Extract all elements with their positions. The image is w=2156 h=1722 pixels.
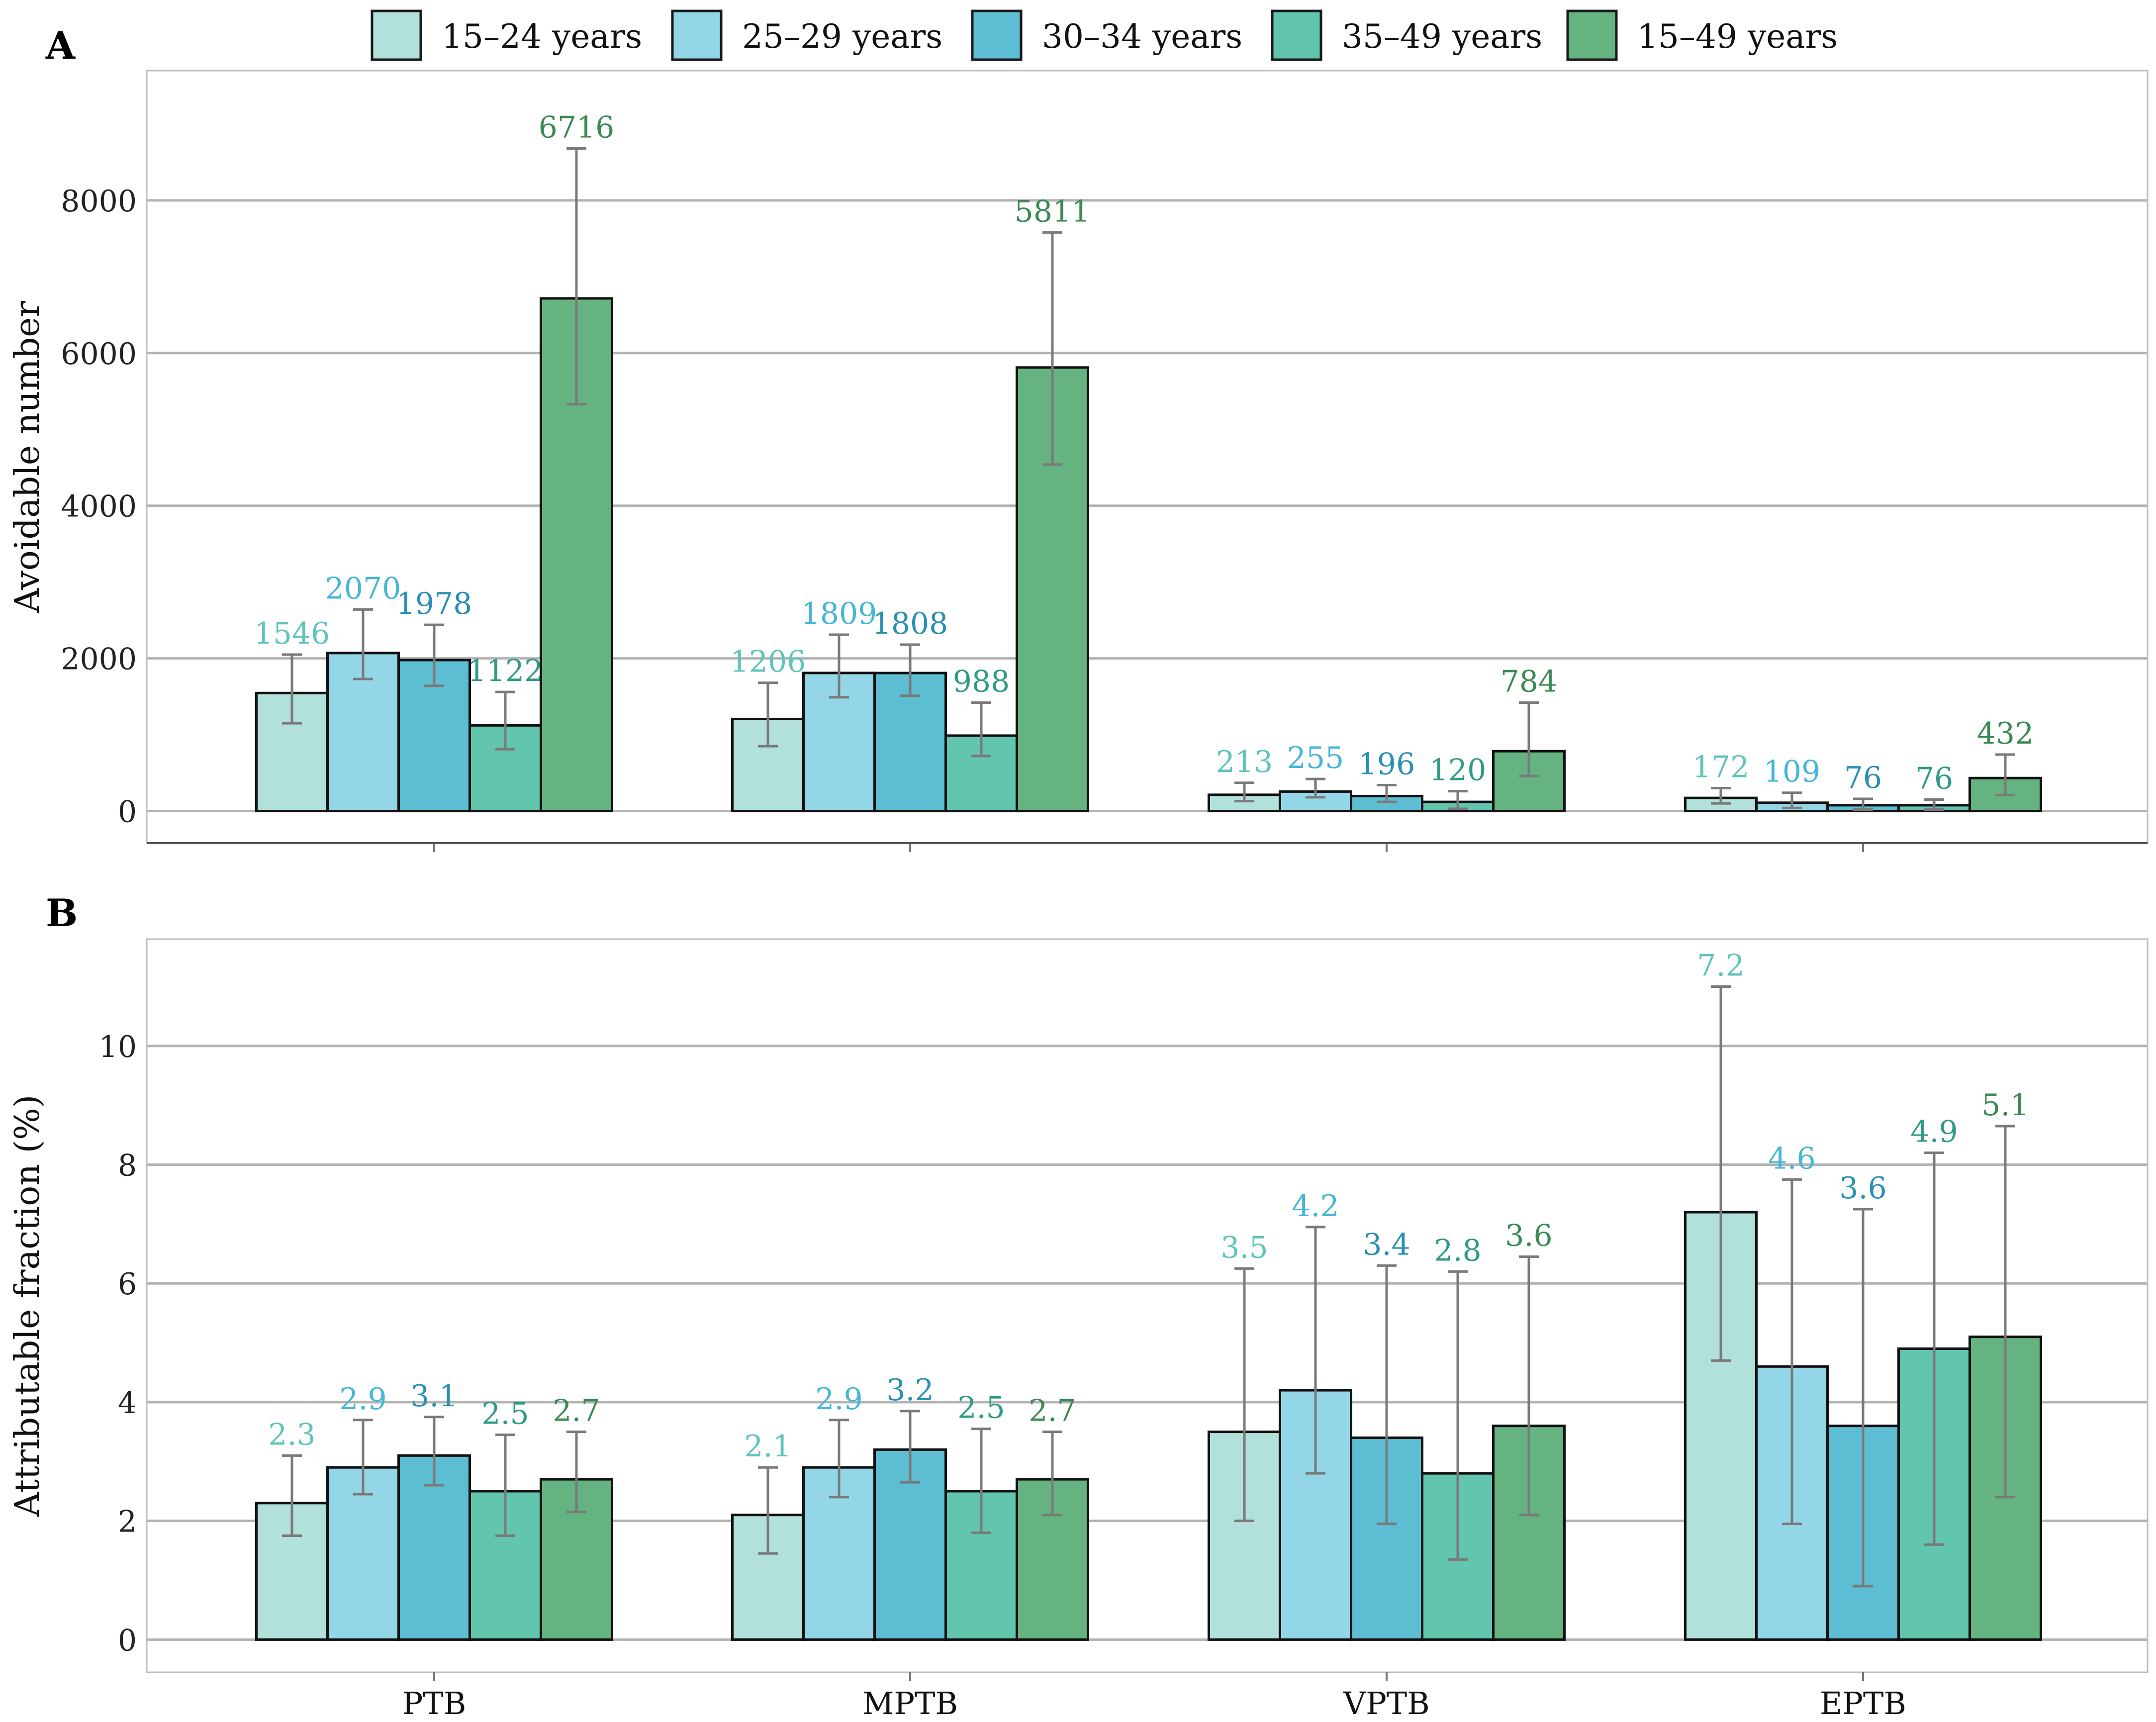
data-label: 4.6 (1768, 1141, 1815, 1176)
data-label: 5811 (1015, 194, 1091, 229)
y-tick-label: 4000 (61, 489, 137, 524)
y-tick-label: 4 (118, 1386, 137, 1421)
legend: 15–24 years 25–29 years 30–34 years 35–49 y… (371, 9, 1838, 61)
panel-a: 0 2000 4000 6000 8000 Avoidable number 1546 120… (8, 70, 2149, 852)
bar (326, 1466, 400, 1641)
data-label: 5.1 (1981, 1088, 2029, 1123)
data-label: 1206 (730, 645, 806, 679)
data-label: 2.8 (1434, 1233, 1481, 1268)
x-tick-label: EPTB (1820, 1685, 1906, 1722)
data-label: 432 (1977, 716, 2034, 751)
data-label: 196 (1358, 747, 1415, 781)
data-label: 2.3 (268, 1417, 315, 1452)
y-axis-title: Attributable fraction (%) (8, 1095, 47, 1518)
legend-swatch (671, 9, 723, 61)
data-label: 255 (1287, 741, 1344, 775)
data-label: 1809 (801, 596, 877, 631)
data-label: 213 (1216, 745, 1273, 779)
data-label: 1808 (872, 606, 948, 641)
panel-label-b: B (46, 891, 78, 935)
y-axis-title: Avoidable number (8, 301, 47, 614)
data-label: 1122 (468, 654, 544, 688)
y-tick-label: 6 (118, 1267, 137, 1302)
data-label: 7.2 (1697, 948, 1744, 983)
data-label: 1546 (254, 616, 330, 651)
data-label: 1978 (396, 586, 472, 621)
data-label: 3.5 (1220, 1230, 1268, 1265)
data-label: 2.7 (1029, 1394, 1076, 1429)
data-label: 2070 (325, 571, 401, 606)
data-label: 2.5 (957, 1391, 1005, 1426)
y-tick-label: 2 (118, 1505, 137, 1539)
data-label: 109 (1764, 755, 1821, 789)
panel-border (146, 938, 2149, 1673)
data-label: 3.6 (1505, 1219, 1552, 1253)
data-label: 172 (1692, 750, 1750, 785)
data-label: 2.7 (553, 1394, 600, 1429)
legend-label: 35–49 years (1342, 17, 1542, 56)
data-label: 784 (1500, 665, 1558, 699)
legend-label: 25–29 years (742, 17, 942, 56)
y-tick-label: 8 (118, 1148, 137, 1183)
data-label: 2.1 (744, 1429, 791, 1464)
panel-b: 0 2 4 6 8 10 Attributable fraction (%) PTB MPTB V… (8, 938, 2149, 1722)
x-tick-label: MPTB (862, 1685, 958, 1722)
data-label: 3.1 (410, 1379, 458, 1414)
legend-label: 30–34 years (1042, 17, 1242, 56)
y-tick-label: 0 (118, 1623, 137, 1658)
data-label: 76 (1915, 762, 1953, 796)
panel-label-a: A (45, 23, 76, 68)
y-tick-label: 0 (118, 795, 137, 830)
data-label: 4.2 (1292, 1189, 1339, 1224)
data-label: 120 (1429, 753, 1487, 788)
data-label: 3.2 (886, 1373, 934, 1408)
y-tick-label: 10 (99, 1030, 137, 1064)
legend-swatch (371, 9, 422, 61)
legend-label: 15–24 years (442, 17, 642, 56)
legend-label: 15–49 years (1637, 17, 1838, 56)
data-label: 3.4 (1363, 1227, 1410, 1262)
data-label: 2.9 (815, 1382, 862, 1417)
y-tick-label: 8000 (61, 184, 137, 219)
x-tick-label: VPTB (1343, 1685, 1429, 1722)
legend-swatch (971, 9, 1023, 61)
data-label: 3.6 (1839, 1171, 1886, 1206)
data-label: 988 (953, 665, 1010, 699)
data-label: 4.9 (1910, 1115, 1958, 1149)
legend-swatch (1566, 9, 1618, 61)
legend-swatch (1271, 9, 1322, 61)
y-tick-label: 2000 (61, 642, 137, 677)
x-tick-label: PTB (402, 1685, 467, 1722)
data-label: 76 (1844, 761, 1882, 795)
data-label: 2.5 (481, 1397, 529, 1432)
data-label: 2.9 (339, 1382, 386, 1417)
y-tick-label: 6000 (61, 337, 137, 372)
data-label: 6716 (539, 110, 615, 145)
